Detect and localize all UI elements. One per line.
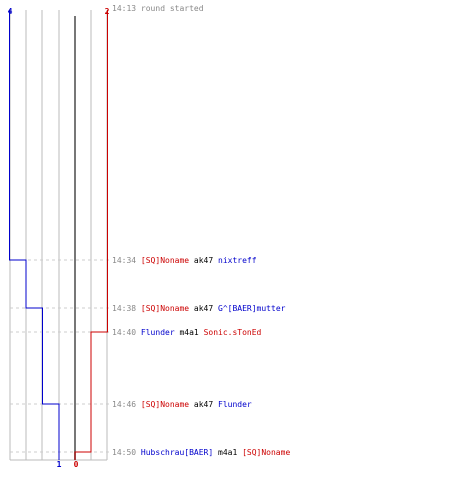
kill-event: 14:38 [SQ]Noname ak47 G^[BAER]mutter bbox=[112, 304, 286, 313]
grid-layer bbox=[9, 10, 108, 461]
blue-start-score: 4 bbox=[8, 7, 13, 16]
kill-event: 14:34 [SQ]Noname ak47 nixtreff bbox=[112, 256, 257, 265]
event-time: 14:46 bbox=[112, 400, 136, 409]
weapon-name: ak47 bbox=[194, 304, 213, 313]
kill-event: 14:46 [SQ]Noname ak47 Flunder bbox=[112, 400, 252, 409]
victim-name: Sonic.sTonEd bbox=[204, 328, 262, 337]
killer-name: [SQ]Noname bbox=[141, 256, 189, 265]
event-time: 14:13 bbox=[112, 4, 136, 13]
weapon-name: m4a1 bbox=[218, 448, 237, 457]
red-start-score: 2 bbox=[105, 7, 110, 16]
weapon-name: ak47 bbox=[194, 400, 213, 409]
weapon-name: m4a1 bbox=[179, 328, 198, 337]
event-log: 14:13 round started 14:34 [SQ]Noname ak47… bbox=[112, 4, 290, 457]
victim-name: Flunder bbox=[218, 400, 252, 409]
victim-name: nixtreff bbox=[218, 256, 257, 265]
kill-event: 14:50 Hubschrau[BAER] m4a1 [SQ]Noname bbox=[112, 448, 290, 457]
event-time: 14:40 bbox=[112, 328, 136, 337]
red-team-score-line bbox=[74, 10, 108, 460]
killer-name: [SQ]Noname bbox=[141, 304, 189, 313]
killer-name: [SQ]Noname bbox=[141, 400, 189, 409]
red-end-score: 0 bbox=[74, 460, 79, 469]
kill-event: 14:40 Flunder m4a1 Sonic.sTonEd bbox=[112, 328, 262, 337]
event-message: round started bbox=[141, 4, 204, 13]
guide-layer bbox=[10, 259, 110, 453]
blue-end-score: 1 bbox=[57, 460, 62, 469]
round-start-event: 14:13 round started bbox=[112, 4, 204, 13]
event-time: 14:50 bbox=[112, 448, 136, 457]
blue-team-score-line bbox=[9, 10, 60, 460]
killer-name: Flunder bbox=[141, 328, 175, 337]
killer-name: Hubschrau[BAER] bbox=[141, 448, 213, 457]
score-labels: 4 2 1 0 bbox=[8, 7, 110, 469]
score-lines bbox=[9, 10, 108, 460]
event-time: 14:34 bbox=[112, 256, 136, 265]
weapon-name: ak47 bbox=[194, 256, 213, 265]
victim-name: G^[BAER]mutter bbox=[218, 304, 286, 313]
victim-name: [SQ]Noname bbox=[242, 448, 290, 457]
event-time: 14:38 bbox=[112, 304, 136, 313]
